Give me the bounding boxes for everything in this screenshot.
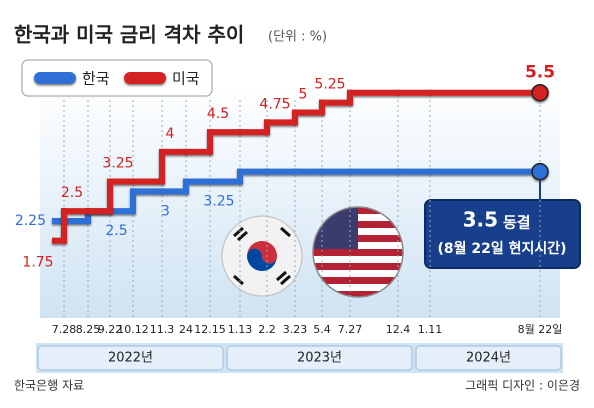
data-label: 3.25 <box>102 156 133 172</box>
year-label: 2022년 <box>108 351 153 366</box>
data-label: 4.75 <box>259 96 290 112</box>
credit: 그래픽 디자인 : 이은경 <box>465 379 580 393</box>
callout-box <box>424 199 581 269</box>
taeguk-red <box>247 241 277 264</box>
x-tick-label: 8월 22일 <box>518 322 563 336</box>
series-line <box>52 83 549 244</box>
data-label: 4.5 <box>207 106 229 122</box>
chart-title: 한국과 미국 금리 격차 추이 <box>14 23 244 47</box>
unit-note: (단위 : %) <box>268 30 327 45</box>
x-tick-label: 24 <box>179 323 193 336</box>
x-tick-label: 1.11 <box>418 323 443 336</box>
year-group <box>37 345 224 371</box>
year-label: 2023년 <box>297 351 342 366</box>
x-tick-label: 10.12 <box>117 323 149 336</box>
end-dot <box>531 83 549 102</box>
year-group <box>226 345 413 371</box>
series-line <box>52 162 549 224</box>
year-group <box>415 345 562 371</box>
x-tick-label: 12.4 <box>386 323 411 336</box>
data-label: 2.5 <box>61 185 83 201</box>
x-tick-label: 2.2 <box>258 323 276 336</box>
data-label: 2.5 <box>105 223 127 239</box>
x-tick-label: 7.27 <box>338 323 363 336</box>
x-tick-label: 12.15 <box>194 323 226 336</box>
data-label: 3.25 <box>203 194 234 210</box>
data-label: 1.75 <box>22 255 53 271</box>
flags <box>221 206 404 298</box>
callout-value: 3.5 <box>463 208 498 232</box>
data-label: 4 <box>166 126 175 142</box>
legend-label: 한국 <box>82 70 110 88</box>
legend-box <box>21 59 213 97</box>
data-label: 5 <box>299 86 308 102</box>
legend-swatch <box>34 72 76 84</box>
end-dot <box>531 162 549 181</box>
data-label: 5.25 <box>314 77 345 93</box>
x-tick-label: 11.3 <box>150 323 175 336</box>
end-label: 5.5 <box>525 63 555 83</box>
x-tick-label: 5.4 <box>313 323 331 336</box>
x-tick-label: 3.23 <box>283 323 308 336</box>
x-tick-label: 7.28 <box>52 323 77 336</box>
data-label: 3 <box>161 203 170 219</box>
data-label: 2.25 <box>15 213 46 229</box>
legend-swatch <box>124 72 166 84</box>
x-tick-label: 8.25 <box>76 323 101 336</box>
trigrams <box>233 226 291 286</box>
callout-text: 동결 <box>503 214 531 232</box>
callout-note: (8월 22일 현지시간) <box>437 240 566 257</box>
source: 한국은행 자료 <box>14 378 84 393</box>
legend-label: 미국 <box>172 70 200 88</box>
x-tick-label: 9.22 <box>98 323 123 336</box>
taeguk-blue <box>247 248 277 271</box>
year-label: 2024년 <box>466 351 511 366</box>
x-tick-label: 1.13 <box>228 323 253 336</box>
